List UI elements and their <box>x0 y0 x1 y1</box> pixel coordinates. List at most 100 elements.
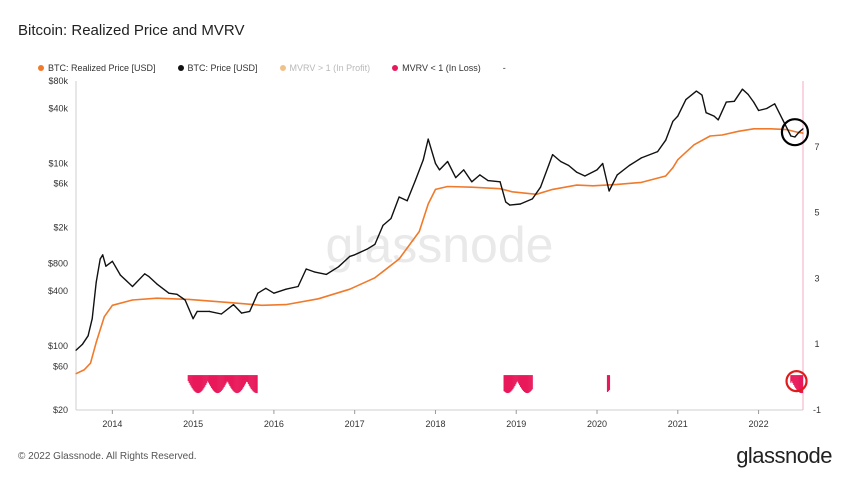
data-point <box>753 128 755 130</box>
brand-logo: glassnode <box>736 443 832 468</box>
legend-label: MVRV < 1 (In Loss) <box>402 63 481 73</box>
data-point <box>552 154 554 156</box>
data-point <box>596 169 598 171</box>
y2-tick-label: 3 <box>814 273 819 283</box>
data-point <box>747 93 749 95</box>
y2-tick-label: 7 <box>814 142 819 152</box>
legend-label: - <box>502 63 506 73</box>
data-point <box>184 299 186 301</box>
data-point <box>672 167 674 169</box>
data-point <box>531 198 534 200</box>
legend-item-price[interactable]: BTC: Price [USD] <box>177 63 258 73</box>
data-point <box>548 164 550 167</box>
legend-dot-icon <box>177 65 184 71</box>
y2-tick-label: 5 <box>814 208 819 218</box>
data-point <box>770 128 772 130</box>
data-point <box>447 160 449 163</box>
x-tick-label: 2019 <box>506 419 526 429</box>
data-point <box>148 275 150 277</box>
y-tick-label: $2k <box>53 222 68 232</box>
data-point <box>398 258 400 260</box>
data-point <box>794 136 796 138</box>
data-point <box>105 265 107 267</box>
data-point <box>802 128 804 130</box>
data-point <box>354 254 356 256</box>
data-point <box>568 164 570 167</box>
legend-item-mvrv-profit[interactable]: MVRV > 1 (In Profit) <box>279 63 371 73</box>
annotation-circle-price <box>780 118 810 147</box>
data-point <box>509 204 511 206</box>
y-tick-label: $20 <box>53 405 68 415</box>
data-point <box>672 120 674 122</box>
data-point <box>560 160 562 163</box>
legend-label: BTC: Realized Price [USD] <box>48 63 156 73</box>
data-point <box>208 310 210 312</box>
data-point <box>168 292 170 294</box>
legend-label: MVRV > 1 (In Profit) <box>289 63 371 73</box>
data-point <box>188 298 190 300</box>
data-point <box>418 230 420 233</box>
data-point <box>463 169 465 171</box>
data-point <box>285 288 287 290</box>
data-point <box>390 217 392 220</box>
data-point <box>285 304 287 306</box>
legend-dot-icon <box>392 65 399 71</box>
data-point <box>337 266 340 268</box>
data-point <box>505 201 507 203</box>
data-point <box>434 188 437 190</box>
x-tick-label: 2014 <box>102 419 122 429</box>
legend-dot-icon <box>279 65 286 71</box>
x-tick-label: 2022 <box>749 419 769 429</box>
data-point <box>422 159 424 161</box>
y-tick-label: $60 <box>53 361 68 371</box>
data-point <box>131 299 134 301</box>
data-point <box>305 268 307 270</box>
data-point <box>91 318 93 320</box>
data-point <box>499 188 501 190</box>
data-point <box>576 184 578 186</box>
data-point <box>220 313 222 315</box>
data-point <box>87 335 89 337</box>
data-point <box>753 101 755 103</box>
y2-tick-label: -1 <box>813 405 821 415</box>
copyright: © 2022 Glassnode. All Rights Reserved. <box>18 451 197 462</box>
data-point <box>455 177 457 179</box>
data-point <box>103 316 105 318</box>
x-tick-label: 2020 <box>587 419 607 429</box>
data-point <box>325 273 327 275</box>
data-point <box>640 181 643 183</box>
data-point <box>802 132 804 134</box>
data-point <box>156 283 158 285</box>
data-point <box>717 119 719 121</box>
x-tick-label: 2021 <box>668 419 688 429</box>
legend-item-realized-price[interactable]: BTC: Realized Price [USD] <box>38 63 156 73</box>
data-point <box>640 157 643 159</box>
data-point <box>471 186 473 188</box>
data-point <box>249 310 251 312</box>
data-point <box>584 175 586 177</box>
data-point <box>89 362 92 364</box>
data-point <box>511 191 513 193</box>
data-point <box>131 285 134 288</box>
data-point <box>487 180 489 182</box>
y-tick-label: $80k <box>48 76 68 86</box>
data-point <box>75 349 77 351</box>
data-point <box>628 164 630 167</box>
data-point <box>144 273 146 275</box>
data-point <box>758 109 760 112</box>
data-point <box>111 260 113 262</box>
data-point <box>176 293 178 295</box>
data-point <box>438 169 441 171</box>
data-point <box>447 185 449 188</box>
data-point <box>228 302 231 304</box>
data-point <box>616 174 618 176</box>
data-point <box>685 99 687 101</box>
data-point <box>701 94 703 96</box>
data-point <box>709 135 711 137</box>
data-point <box>313 271 315 273</box>
legend-item-mvrv-loss[interactable]: MVRV < 1 (In Loss) <box>392 63 481 73</box>
data-point <box>83 369 85 371</box>
data-point <box>398 196 400 198</box>
data-point <box>592 185 594 187</box>
data-point <box>241 312 243 314</box>
